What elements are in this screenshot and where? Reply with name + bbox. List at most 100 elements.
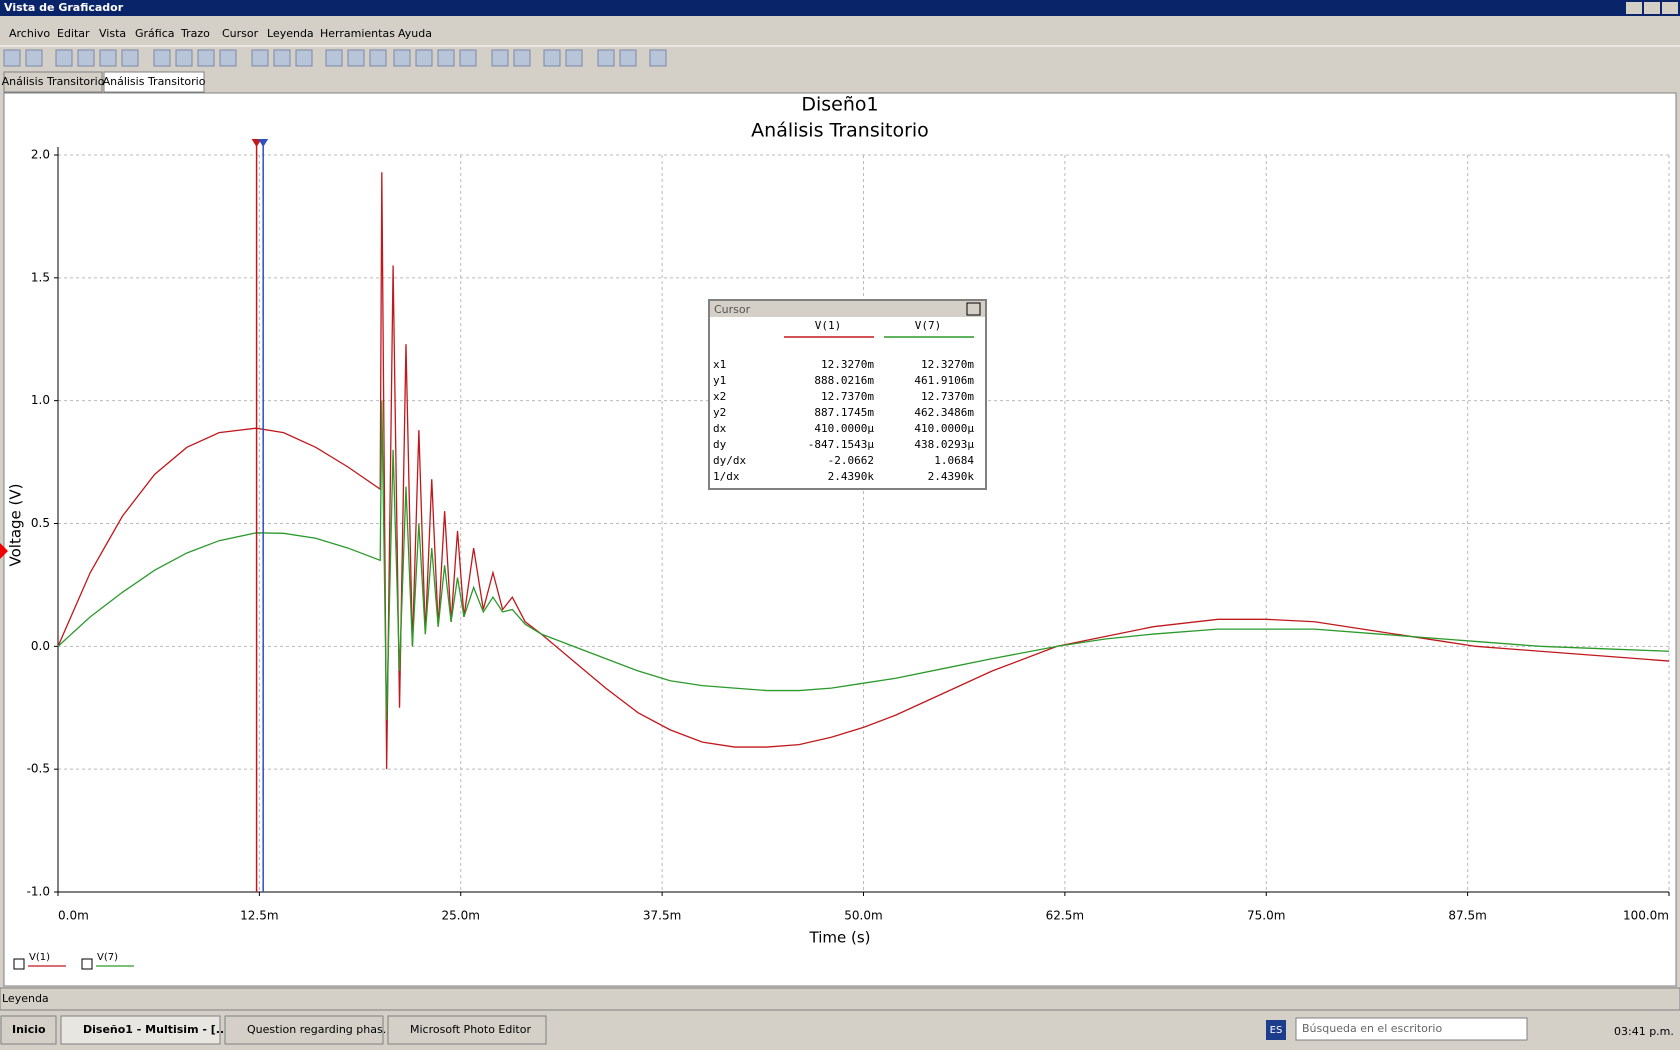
panel-column-header: V(1)	[815, 319, 842, 332]
y-tick-label: 2.0	[31, 148, 50, 162]
cursor-handle[interactable]	[258, 139, 269, 147]
y-tick-label: -0.5	[27, 762, 50, 776]
toolbar-button[interactable]	[491, 49, 509, 67]
clock: 03:41 p.m.	[1614, 1025, 1674, 1038]
toolbar-button[interactable]	[325, 49, 343, 67]
y-tick-label: 1.5	[31, 270, 50, 284]
taskbar-label[interactable]: Diseño1 - Multisim - [...	[83, 1023, 228, 1036]
toolbar-button[interactable]	[437, 49, 455, 67]
toolbar-button[interactable]	[3, 49, 21, 67]
panel-cell: 888.0216m	[814, 374, 874, 387]
panel-cell: 461.9106m	[914, 374, 974, 387]
menu-item[interactable]: Cursor	[222, 27, 259, 40]
language-box[interactable]	[1266, 1020, 1286, 1040]
minimize-button[interactable]	[1626, 2, 1642, 14]
x-tick-label: 75.0m	[1247, 909, 1285, 923]
toolbar-button[interactable]	[273, 49, 291, 67]
x-tick-label: 37.5m	[643, 909, 681, 923]
tab-label[interactable]: Análisis Transitorio	[2, 75, 105, 88]
panel-cell: 410.0000µ	[914, 422, 974, 435]
legend-label: V(7)	[97, 952, 118, 963]
tab[interactable]	[103, 71, 205, 93]
panel-cell: -847.1543µ	[808, 438, 875, 451]
toolbar-button[interactable]	[121, 49, 139, 67]
legend-label: V(1)	[29, 952, 50, 963]
panel-cell: -2.0662	[828, 454, 874, 467]
chart-subtitle: Análisis Transitorio	[751, 120, 929, 142]
toolbar-button[interactable]	[153, 49, 171, 67]
toolbar-button[interactable]	[25, 49, 43, 67]
close-button[interactable]	[1662, 2, 1678, 14]
toolbar-button[interactable]	[295, 49, 313, 67]
toolbar-button[interactable]	[251, 49, 269, 67]
panel-column-header: V(7)	[915, 319, 942, 332]
x-tick-label: 0.0m	[58, 909, 89, 923]
menu-item[interactable]: Vista	[99, 27, 126, 40]
menu-item[interactable]: Leyenda	[267, 27, 314, 40]
start-label[interactable]: Inicio	[12, 1023, 46, 1036]
x-tick-label: 87.5m	[1448, 909, 1486, 923]
y-tick-label: 0.0	[31, 639, 50, 653]
taskbar-button[interactable]	[60, 1015, 221, 1045]
panel-row-label: dy/dx	[713, 454, 746, 467]
toolbar-button[interactable]	[197, 49, 215, 67]
taskbar-label[interactable]: Question regarding phas...	[247, 1023, 393, 1036]
trace-marker	[0, 543, 8, 559]
plot: -1.0 -0.5 0.0 0.5 1.0 1.5 2.0 0.0m 12.5m 25.0m 37.…	[13, 139, 1670, 970]
x-axis-label: Time (s)	[809, 929, 871, 947]
start-button[interactable]	[0, 1015, 57, 1045]
x-tick-label: 50.0m	[844, 909, 882, 923]
toolbar-button[interactable]	[459, 49, 477, 67]
menu-item[interactable]: Trazo	[180, 27, 210, 40]
cursor-handle[interactable]	[251, 139, 262, 147]
toolbar-button[interactable]	[99, 49, 117, 67]
panel-row-label: x1	[713, 358, 726, 371]
toolbar-button[interactable]	[77, 49, 95, 67]
series-line	[57, 400, 1670, 721]
taskbar-button[interactable]	[387, 1015, 547, 1045]
x-tick-label: 12.5m	[240, 909, 278, 923]
toolbar-button[interactable]	[415, 49, 433, 67]
toolbar-button[interactable]	[393, 49, 411, 67]
toolbar-button[interactable]	[597, 49, 615, 67]
menu-item[interactable]: Ayuda	[398, 27, 432, 40]
y-axis-label: Voltage (V)	[7, 484, 25, 567]
toolbar-button[interactable]	[565, 49, 583, 67]
status-text: Leyenda	[2, 992, 49, 1005]
restore-button[interactable]	[1644, 2, 1660, 14]
menu-item[interactable]: Archivo	[9, 27, 50, 40]
search-placeholder[interactable]: Búsqueda en el escritorio	[1302, 1022, 1442, 1035]
plot-panel	[3, 92, 1677, 987]
toolbar-button[interactable]	[55, 49, 73, 67]
menu-item[interactable]: Gráfica	[135, 27, 175, 40]
toolbar-button[interactable]	[175, 49, 193, 67]
x-tick-label: 62.5m	[1046, 909, 1084, 923]
toolbar-button[interactable]	[513, 49, 531, 67]
language: ES	[1270, 1025, 1283, 1036]
cursor-panel[interactable]: Cursor V(1) V(7) x1 12.3270m 12.3270m y1 888.02…	[708, 299, 987, 490]
panel-cell: 1.0684	[934, 454, 974, 467]
panel-row-label: 1/dx	[713, 470, 740, 483]
toolbar-button[interactable]	[219, 49, 237, 67]
legend-checkbox[interactable]	[81, 958, 93, 970]
legend-checkbox[interactable]	[13, 958, 25, 970]
tab[interactable]	[3, 71, 103, 93]
taskbar-button[interactable]	[224, 1015, 384, 1045]
toolbar-button[interactable]	[369, 49, 387, 67]
toolbar-button[interactable]	[347, 49, 365, 67]
panel-cell: 410.0000µ	[814, 422, 874, 435]
menu-item[interactable]: Herramientas	[320, 27, 395, 40]
search-box[interactable]	[1295, 1017, 1528, 1041]
taskbar-label[interactable]: Microsoft Photo Editor	[410, 1023, 531, 1036]
panel-title: Cursor	[714, 303, 751, 316]
menu-item[interactable]: Editar	[57, 27, 90, 40]
toolbar-button[interactable]	[543, 49, 561, 67]
panel-close[interactable]	[966, 302, 981, 316]
series-line	[57, 172, 1670, 770]
panel-row-label: y1	[713, 374, 726, 387]
tab-label[interactable]: Análisis Transitorio	[103, 75, 206, 88]
toolbar	[0, 45, 1680, 67]
toolbar-button[interactable]	[649, 49, 667, 67]
toolbar-button[interactable]	[619, 49, 637, 67]
